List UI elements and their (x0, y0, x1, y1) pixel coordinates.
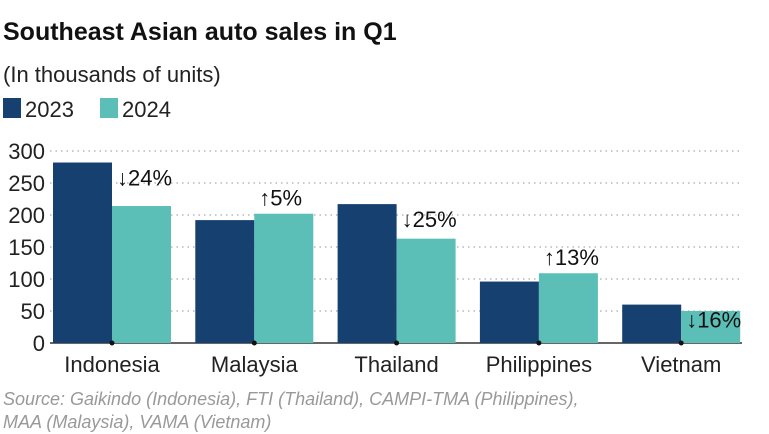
legend-label-2024: 2024 (122, 97, 171, 122)
chart-subtitle: (In thousands of units) (3, 62, 221, 87)
legend-swatch-2023 (3, 98, 21, 118)
bar-2023-thailand (337, 204, 397, 343)
x-tick-label: Philippines (486, 352, 592, 377)
bar-2023-philippines (479, 281, 539, 343)
x-tick-label: Thailand (354, 352, 438, 377)
y-tick-label: 100 (8, 267, 45, 292)
bar-2023-indonesia (53, 162, 112, 343)
x-tick-mark (536, 340, 542, 346)
change-annotation: ↑5% (259, 186, 302, 211)
y-tick-label: 150 (8, 235, 45, 260)
change-annotation: ↓25% (402, 207, 457, 232)
y-tick-label: 300 (8, 139, 45, 164)
legend-label-2023: 2023 (25, 97, 74, 122)
x-tick-mark (678, 340, 684, 346)
y-tick-label: 200 (8, 203, 45, 228)
source-line-2: MAA (Malaysia), VAMA (Vietnam) (3, 412, 271, 432)
bar-2023-vietnam (622, 304, 682, 343)
bar-2024-indonesia (112, 206, 171, 343)
bar-2024-vietnam (681, 311, 741, 343)
x-tick-label: Vietnam (641, 352, 721, 377)
y-tick-label: 50 (21, 299, 45, 324)
source-line-1: Source: Gaikindo (Indonesia), FTI (Thail… (3, 389, 579, 409)
change-annotation: ↓24% (117, 166, 172, 191)
bar-2024-thailand (396, 238, 456, 343)
x-tick-label: Indonesia (64, 352, 160, 377)
bar-2023-malaysia (195, 220, 255, 343)
x-tick-mark (394, 340, 400, 346)
x-tick-mark (109, 340, 115, 346)
bar-2024-philippines (538, 273, 598, 343)
x-tick-label: Malaysia (211, 352, 299, 377)
change-annotation: ↑13% (544, 245, 599, 270)
bar-2024-malaysia (254, 213, 314, 343)
change-annotation: ↓16% (686, 308, 741, 333)
chart-title: Southeast Asian auto sales in Q1 (3, 18, 397, 46)
legend-swatch-2024 (100, 98, 118, 118)
y-tick-label: 0 (33, 331, 45, 356)
y-tick-label: 250 (8, 171, 45, 196)
x-tick-mark (251, 340, 257, 346)
